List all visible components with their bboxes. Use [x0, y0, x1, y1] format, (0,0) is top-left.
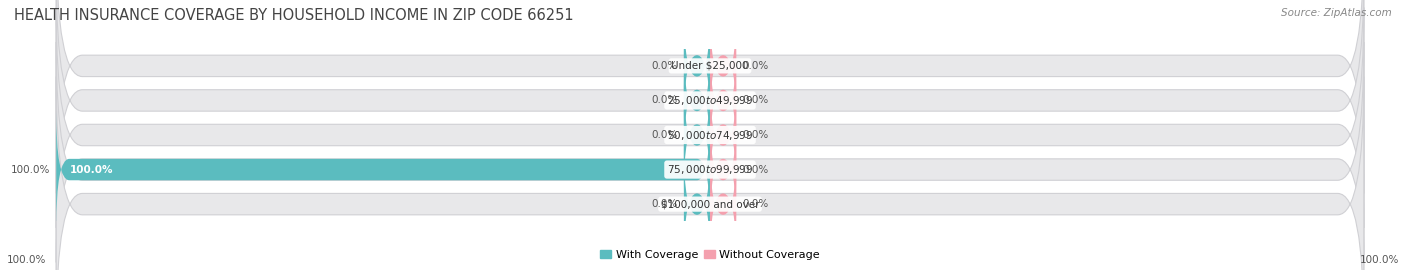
Text: 100.0%: 100.0% [7, 255, 46, 265]
FancyBboxPatch shape [56, 0, 1364, 193]
FancyBboxPatch shape [683, 77, 710, 193]
Text: $25,000 to $49,999: $25,000 to $49,999 [666, 94, 754, 107]
FancyBboxPatch shape [56, 111, 710, 228]
Text: 100.0%: 100.0% [1360, 255, 1399, 265]
FancyBboxPatch shape [683, 8, 710, 124]
FancyBboxPatch shape [56, 8, 1364, 262]
FancyBboxPatch shape [710, 77, 737, 193]
Text: $50,000 to $74,999: $50,000 to $74,999 [666, 129, 754, 141]
Text: 0.0%: 0.0% [742, 164, 769, 175]
FancyBboxPatch shape [56, 42, 1364, 270]
FancyBboxPatch shape [56, 0, 1364, 228]
Text: 0.0%: 0.0% [651, 95, 678, 106]
Text: Under $25,000: Under $25,000 [671, 61, 749, 71]
Text: 0.0%: 0.0% [742, 95, 769, 106]
FancyBboxPatch shape [683, 42, 710, 159]
FancyBboxPatch shape [710, 42, 737, 159]
Text: 100.0%: 100.0% [10, 164, 49, 175]
FancyBboxPatch shape [56, 77, 1364, 270]
FancyBboxPatch shape [710, 146, 737, 262]
Text: 0.0%: 0.0% [742, 61, 769, 71]
Text: 0.0%: 0.0% [651, 61, 678, 71]
FancyBboxPatch shape [710, 8, 737, 124]
Text: 100.0%: 100.0% [69, 164, 112, 175]
Text: $100,000 and over: $100,000 and over [661, 199, 759, 209]
Text: 0.0%: 0.0% [651, 199, 678, 209]
Text: 0.0%: 0.0% [651, 130, 678, 140]
FancyBboxPatch shape [683, 146, 710, 262]
Text: Source: ZipAtlas.com: Source: ZipAtlas.com [1281, 8, 1392, 18]
FancyBboxPatch shape [710, 111, 737, 228]
Legend: With Coverage, Without Coverage: With Coverage, Without Coverage [596, 245, 824, 264]
Text: 0.0%: 0.0% [742, 199, 769, 209]
Text: $75,000 to $99,999: $75,000 to $99,999 [666, 163, 754, 176]
Text: 0.0%: 0.0% [742, 130, 769, 140]
Text: HEALTH INSURANCE COVERAGE BY HOUSEHOLD INCOME IN ZIP CODE 66251: HEALTH INSURANCE COVERAGE BY HOUSEHOLD I… [14, 8, 574, 23]
